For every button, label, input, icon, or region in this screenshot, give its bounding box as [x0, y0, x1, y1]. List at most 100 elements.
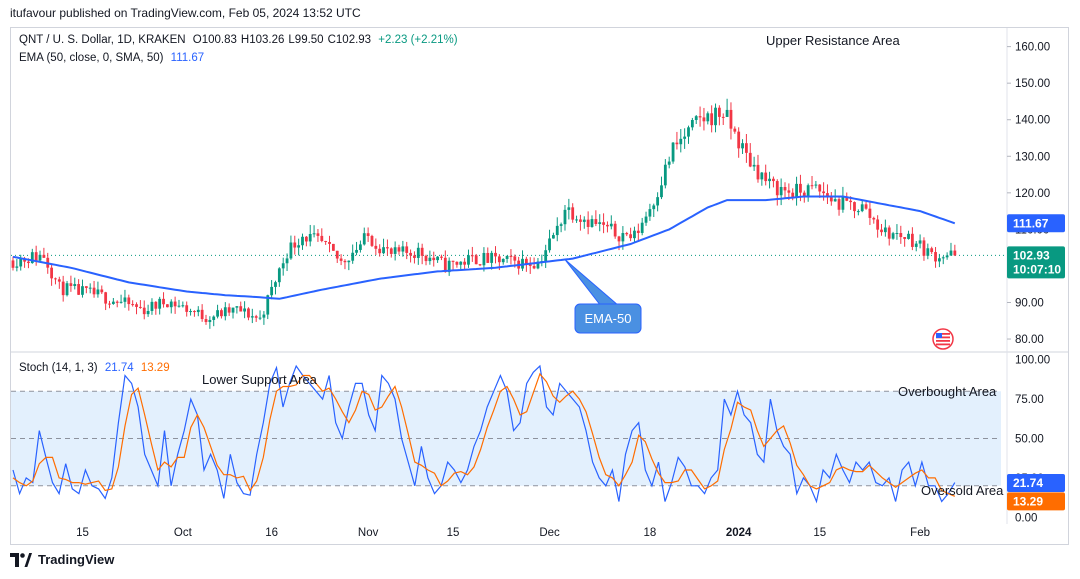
candle-body [918, 240, 922, 244]
stoch-d-tag-bg [1007, 492, 1065, 511]
candle-body [563, 209, 567, 225]
candle-body [706, 113, 710, 122]
time-tick-label: 15 [76, 527, 89, 539]
candle-body [154, 301, 158, 309]
candle-body [772, 178, 775, 182]
us-flag-stripe [936, 336, 950, 339]
candle-body [69, 283, 73, 287]
candle-body [393, 247, 397, 254]
candle-body [196, 309, 200, 313]
candle-body [474, 255, 478, 265]
candle-body [119, 301, 123, 303]
time-tick-label: 2024 [726, 527, 752, 539]
ema-callout-label: EMA-50 [585, 311, 632, 326]
annotation-upper-resistance: Upper Resistance Area [766, 33, 900, 48]
candle-body [312, 233, 316, 235]
price-tick-label: 160.00 [1015, 42, 1050, 54]
candle-body [220, 310, 223, 317]
candle-body [239, 306, 243, 312]
candle-body [451, 260, 455, 262]
candle-body [424, 255, 428, 262]
candle-body [853, 202, 856, 212]
candle-body [470, 255, 474, 257]
ema-label[interactable]: EMA (50, close, 0, SMA, 50) [19, 52, 164, 64]
candle-body [416, 247, 420, 258]
stoch-label[interactable]: Stoch (14, 1, 3) [19, 362, 98, 374]
candle-body [204, 319, 208, 323]
stoch-k-tag-text: 21.74 [1013, 476, 1043, 490]
candle-body [941, 257, 945, 259]
candle-body [748, 152, 752, 167]
candle-body [876, 219, 880, 230]
candle-body [366, 233, 370, 236]
candle-body [243, 308, 246, 312]
symbol-label[interactable]: QNT / U. S. Dollar, 1D, KRAKEN [19, 34, 186, 46]
ohlc-close: C102.93 [327, 34, 372, 46]
candle-body [644, 216, 648, 223]
candle-body [277, 268, 281, 283]
candle-body [760, 172, 764, 180]
candle-body [860, 204, 864, 212]
candle-body [262, 314, 266, 318]
time-tick-label: Dec [539, 527, 560, 539]
candle-body [166, 304, 169, 308]
candle-body [266, 295, 270, 315]
candle-body [293, 242, 297, 248]
ema-callout-box [574, 303, 642, 334]
candle-body [270, 286, 274, 296]
candle-body [420, 247, 424, 256]
footer-brand[interactable]: TradingView [38, 552, 115, 567]
candle-body [922, 240, 926, 256]
candle-body [23, 258, 26, 262]
candle-body [640, 222, 644, 233]
candle-body [609, 223, 613, 227]
stoch-tick-label: 0.00 [1015, 512, 1037, 524]
candle-body [806, 185, 810, 197]
candle-body [899, 233, 903, 238]
candle-body [733, 128, 737, 132]
candle-body [775, 181, 779, 196]
candle-body [15, 266, 19, 268]
candle-body [617, 236, 621, 242]
candle-body [575, 219, 578, 221]
candle-body [579, 219, 582, 222]
candle-body [833, 199, 837, 202]
candle-body [38, 254, 42, 261]
candle-body [301, 236, 304, 246]
candle-body [903, 237, 907, 239]
candle-body [509, 255, 513, 257]
candle-body [181, 305, 185, 307]
candle-body [891, 233, 895, 239]
candle-body [150, 301, 154, 311]
candle-body [258, 317, 262, 319]
last-price-tag-text: 10:07:10 [1013, 262, 1061, 276]
candle-body [536, 261, 540, 269]
chart-frame: 160.00150.00140.00130.00120.00110.00100.… [10, 27, 1069, 545]
candle-body [370, 235, 374, 246]
candle-body [455, 261, 459, 265]
candle-body [741, 143, 744, 149]
ohlc-change: +2.23 (+2.21%) [378, 34, 458, 46]
candle-body [505, 255, 509, 259]
candle-body [856, 211, 860, 213]
candle-body [783, 187, 787, 191]
candle-body [513, 256, 517, 261]
chart-canvas[interactable]: 160.00150.00140.00130.00120.00110.00100.… [11, 28, 1068, 544]
time-tick-label: 16 [265, 527, 278, 539]
candle-body [883, 227, 887, 233]
us-flag-stripe [936, 343, 950, 346]
candle-body [347, 260, 351, 263]
candle-body [613, 223, 617, 237]
candle-body [710, 113, 714, 126]
tradingview-logo-icon[interactable] [10, 552, 32, 567]
candle-body [818, 184, 822, 192]
candle-body [447, 260, 451, 273]
candle-body [405, 246, 409, 253]
candle-body [663, 164, 667, 186]
candle-body [721, 116, 725, 118]
candle-body [158, 298, 162, 309]
candle-body [582, 219, 586, 222]
candle-body [887, 227, 891, 239]
candle-body [231, 307, 235, 313]
candle-body [11, 260, 15, 268]
